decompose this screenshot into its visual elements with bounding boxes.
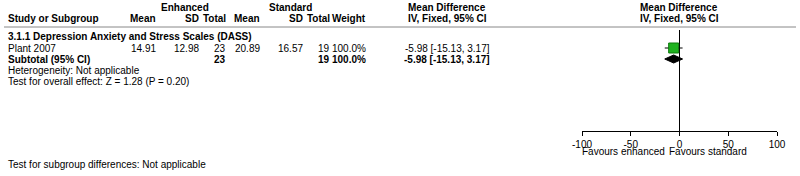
svg-text:19: 19: [318, 54, 330, 65]
svg-text:SD: SD: [185, 13, 199, 24]
svg-text:Favours standard: Favours standard: [669, 146, 747, 157]
svg-text:IV, Fixed, 95% CI: IV, Fixed, 95% CI: [640, 13, 719, 24]
svg-text:20.89: 20.89: [235, 43, 260, 54]
svg-text:-100: -100: [572, 139, 592, 150]
svg-text:3.1.1 Depression Anxiety and S: 3.1.1 Depression Anxiety and Stress Scal…: [8, 31, 252, 42]
svg-text:12.98: 12.98: [174, 43, 199, 54]
svg-text:Weight: Weight: [332, 13, 366, 24]
svg-text:Total: Total: [307, 13, 330, 24]
svg-text:Mean: Mean: [130, 13, 156, 24]
svg-text:Heterogeneity: Not applicable: Heterogeneity: Not applicable: [8, 65, 140, 76]
svg-text:16.57: 16.57: [278, 43, 303, 54]
svg-text:23: 23: [214, 54, 226, 65]
svg-text:14.91: 14.91: [131, 43, 156, 54]
svg-text:Standard: Standard: [269, 2, 312, 13]
svg-text:-5.98 [-15.13, 3.17]: -5.98 [-15.13, 3.17]: [405, 43, 490, 54]
svg-text:Subtotal (95% CI): Subtotal (95% CI): [8, 54, 90, 65]
svg-text:Mean Difference: Mean Difference: [640, 2, 718, 13]
svg-text:100: 100: [769, 139, 786, 150]
svg-text:Mean: Mean: [234, 13, 260, 24]
svg-text:Mean Difference: Mean Difference: [408, 2, 486, 13]
svg-text:100.0%: 100.0%: [332, 54, 366, 65]
svg-text:-5.98 [-15.13, 3.17]: -5.98 [-15.13, 3.17]: [404, 54, 490, 65]
svg-text:23: 23: [214, 43, 226, 54]
svg-text:IV, Fixed, 95% CI: IV, Fixed, 95% CI: [408, 13, 487, 24]
svg-text:Test for overall effect: Z = 1: Test for overall effect: Z = 1.28 (P = 0…: [8, 76, 189, 87]
svg-text:0: 0: [677, 139, 683, 150]
svg-text:19: 19: [318, 43, 330, 54]
svg-text:Plant 2007: Plant 2007: [8, 43, 56, 54]
svg-text:100.0%: 100.0%: [332, 43, 366, 54]
svg-text:SD: SD: [289, 13, 303, 24]
svg-text:Favours enhanced: Favours enhanced: [582, 146, 665, 157]
svg-text:Enhanced: Enhanced: [161, 2, 209, 13]
svg-text:Test for subgroup differences:: Test for subgroup differences: Not appli…: [8, 159, 206, 170]
svg-text:50: 50: [723, 139, 735, 150]
svg-text:Total: Total: [203, 13, 226, 24]
svg-text:Study or Subgroup: Study or Subgroup: [8, 13, 99, 24]
svg-text:-50: -50: [624, 139, 639, 150]
